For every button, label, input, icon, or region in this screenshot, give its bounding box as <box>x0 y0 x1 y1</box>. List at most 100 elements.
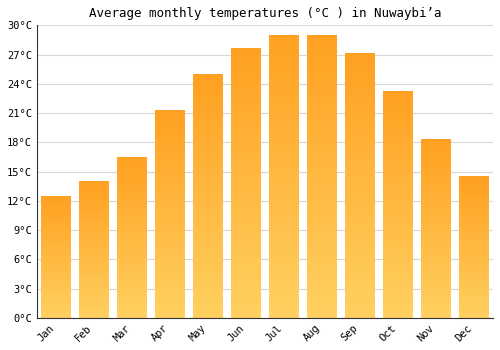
Bar <box>383 220 413 221</box>
Bar <box>307 171 337 172</box>
Bar <box>230 200 261 202</box>
Bar <box>345 159 375 160</box>
Bar <box>192 156 223 157</box>
Bar <box>230 220 261 222</box>
Bar <box>78 228 109 229</box>
Bar <box>421 315 451 316</box>
Bar <box>78 237 109 238</box>
Bar <box>268 113 299 114</box>
Bar <box>192 240 223 241</box>
Bar <box>230 276 261 277</box>
Bar <box>154 253 185 254</box>
Bar <box>154 112 185 113</box>
Bar <box>383 161 413 162</box>
Bar <box>154 298 185 299</box>
Bar <box>268 248 299 250</box>
Bar <box>78 203 109 204</box>
Bar <box>459 204 490 205</box>
Bar <box>268 264 299 266</box>
Bar <box>383 160 413 161</box>
Bar <box>345 313 375 314</box>
Bar <box>383 284 413 285</box>
Bar <box>383 180 413 182</box>
Bar <box>307 94 337 96</box>
Bar <box>154 240 185 241</box>
Bar <box>421 257 451 258</box>
Bar <box>421 235 451 236</box>
Bar <box>307 144 337 145</box>
Bar <box>307 93 337 95</box>
Bar <box>421 317 451 318</box>
Bar <box>230 87 261 88</box>
Bar <box>40 211 71 212</box>
Bar <box>230 300 261 302</box>
Bar <box>230 150 261 152</box>
Bar <box>459 290 490 291</box>
Bar <box>345 141 375 143</box>
Bar <box>268 63 299 65</box>
Bar <box>192 135 223 136</box>
Bar <box>459 310 490 311</box>
Bar <box>459 188 490 189</box>
Bar <box>345 89 375 90</box>
Bar <box>78 316 109 317</box>
Bar <box>192 250 223 251</box>
Bar <box>40 207 71 208</box>
Bar <box>459 239 490 240</box>
Bar <box>116 317 147 318</box>
Bar <box>345 307 375 309</box>
Bar <box>421 144 451 145</box>
Bar <box>345 250 375 252</box>
Bar <box>154 167 185 168</box>
Bar <box>421 150 451 151</box>
Bar <box>268 220 299 222</box>
Bar <box>345 180 375 181</box>
Bar <box>345 132 375 133</box>
Bar <box>268 36 299 38</box>
Bar <box>307 58 337 59</box>
Bar <box>307 314 337 315</box>
Bar <box>192 285 223 286</box>
Bar <box>154 236 185 237</box>
Bar <box>459 277 490 278</box>
Bar <box>192 185 223 186</box>
Bar <box>116 169 147 170</box>
Bar <box>116 180 147 181</box>
Bar <box>421 230 451 231</box>
Bar <box>383 164 413 166</box>
Bar <box>383 272 413 274</box>
Bar <box>459 301 490 302</box>
Bar <box>459 302 490 303</box>
Bar <box>268 224 299 226</box>
Bar <box>154 259 185 260</box>
Bar <box>307 295 337 297</box>
Bar <box>459 297 490 298</box>
Bar <box>154 313 185 314</box>
Bar <box>383 245 413 246</box>
Bar <box>154 250 185 251</box>
Bar <box>268 241 299 243</box>
Bar <box>116 275 147 276</box>
Bar <box>383 175 413 176</box>
Bar <box>345 92 375 94</box>
Bar <box>78 287 109 288</box>
Bar <box>421 228 451 229</box>
Bar <box>421 310 451 311</box>
Bar <box>192 175 223 176</box>
Bar <box>307 264 337 266</box>
Bar <box>345 285 375 286</box>
Bar <box>230 110 261 111</box>
Bar <box>459 187 490 188</box>
Bar <box>307 76 337 77</box>
Bar <box>192 264 223 265</box>
Bar <box>383 200 413 201</box>
Bar <box>116 272 147 273</box>
Bar <box>459 293 490 294</box>
Bar <box>345 158 375 159</box>
Bar <box>154 146 185 147</box>
Bar <box>383 234 413 235</box>
Bar <box>383 299 413 300</box>
Bar <box>383 137 413 138</box>
Bar <box>268 52 299 54</box>
Bar <box>78 202 109 203</box>
